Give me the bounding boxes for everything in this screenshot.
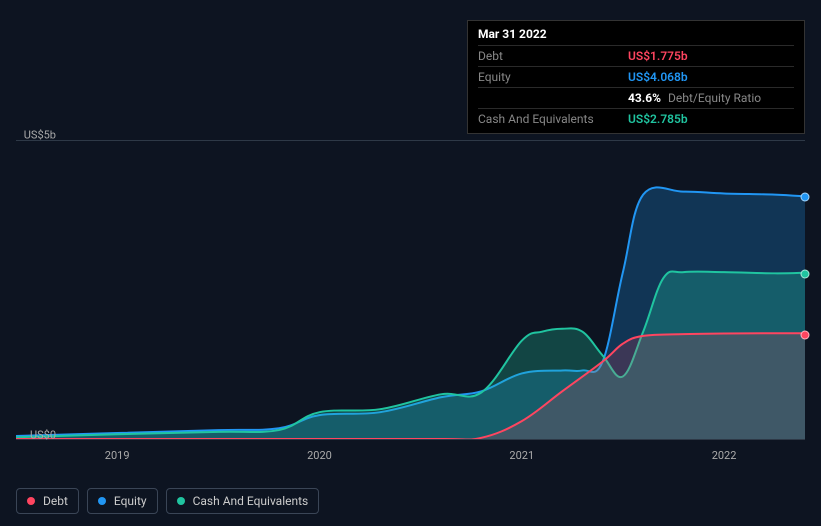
- tooltip-equity-label: Equity: [478, 70, 628, 84]
- ratio-percent: 43.6%: [628, 91, 661, 105]
- legend-item-equity[interactable]: Equity: [87, 488, 158, 514]
- y-axis-label-bottom: US$0: [30, 429, 56, 442]
- tooltip-row-ratio: 43.6% Debt/Equity Ratio: [478, 87, 794, 108]
- chart-area[interactable]: US$5b US$0 2019202020212022: [16, 125, 805, 465]
- end-marker-cash: [801, 269, 810, 278]
- x-tick: 2022: [712, 449, 737, 462]
- legend-swatch-cash: [177, 497, 185, 505]
- chart-tooltip: Mar 31 2022 Debt US$1.775b Equity US$4.0…: [467, 20, 805, 134]
- tooltip-cash-label: Cash And Equivalents: [478, 112, 628, 126]
- end-marker-debt: [801, 330, 810, 339]
- tooltip-row-debt: Debt US$1.775b: [478, 45, 794, 66]
- chart-legend: Debt Equity Cash And Equivalents: [16, 488, 319, 514]
- tooltip-cash-value: US$2.785b: [628, 112, 688, 126]
- x-axis: 2019 2020 2021 2022: [16, 445, 805, 465]
- x-tick: 2021: [509, 449, 534, 462]
- legend-label-equity: Equity: [114, 494, 147, 508]
- legend-swatch-equity: [98, 497, 106, 505]
- tooltip-ratio-value: 43.6% Debt/Equity Ratio: [628, 91, 761, 105]
- tooltip-date: Mar 31 2022: [478, 27, 794, 45]
- x-tick: 2020: [307, 449, 332, 462]
- x-tick: 2019: [105, 449, 130, 462]
- plot-region[interactable]: [16, 140, 805, 440]
- ratio-label: Debt/Equity Ratio: [668, 91, 761, 105]
- legend-swatch-debt: [27, 497, 35, 505]
- legend-item-cash[interactable]: Cash And Equivalents: [166, 488, 320, 514]
- legend-label-cash: Cash And Equivalents: [193, 494, 309, 508]
- tooltip-ratio-spacer: [478, 91, 628, 105]
- end-marker-equity: [801, 192, 810, 201]
- tooltip-equity-value: US$4.068b: [628, 70, 688, 84]
- tooltip-row-equity: Equity US$4.068b: [478, 66, 794, 87]
- tooltip-debt-value: US$1.775b: [628, 49, 688, 63]
- chart-svg: [16, 141, 805, 439]
- legend-item-debt[interactable]: Debt: [16, 488, 79, 514]
- legend-label-debt: Debt: [43, 494, 68, 508]
- tooltip-debt-label: Debt: [478, 49, 628, 63]
